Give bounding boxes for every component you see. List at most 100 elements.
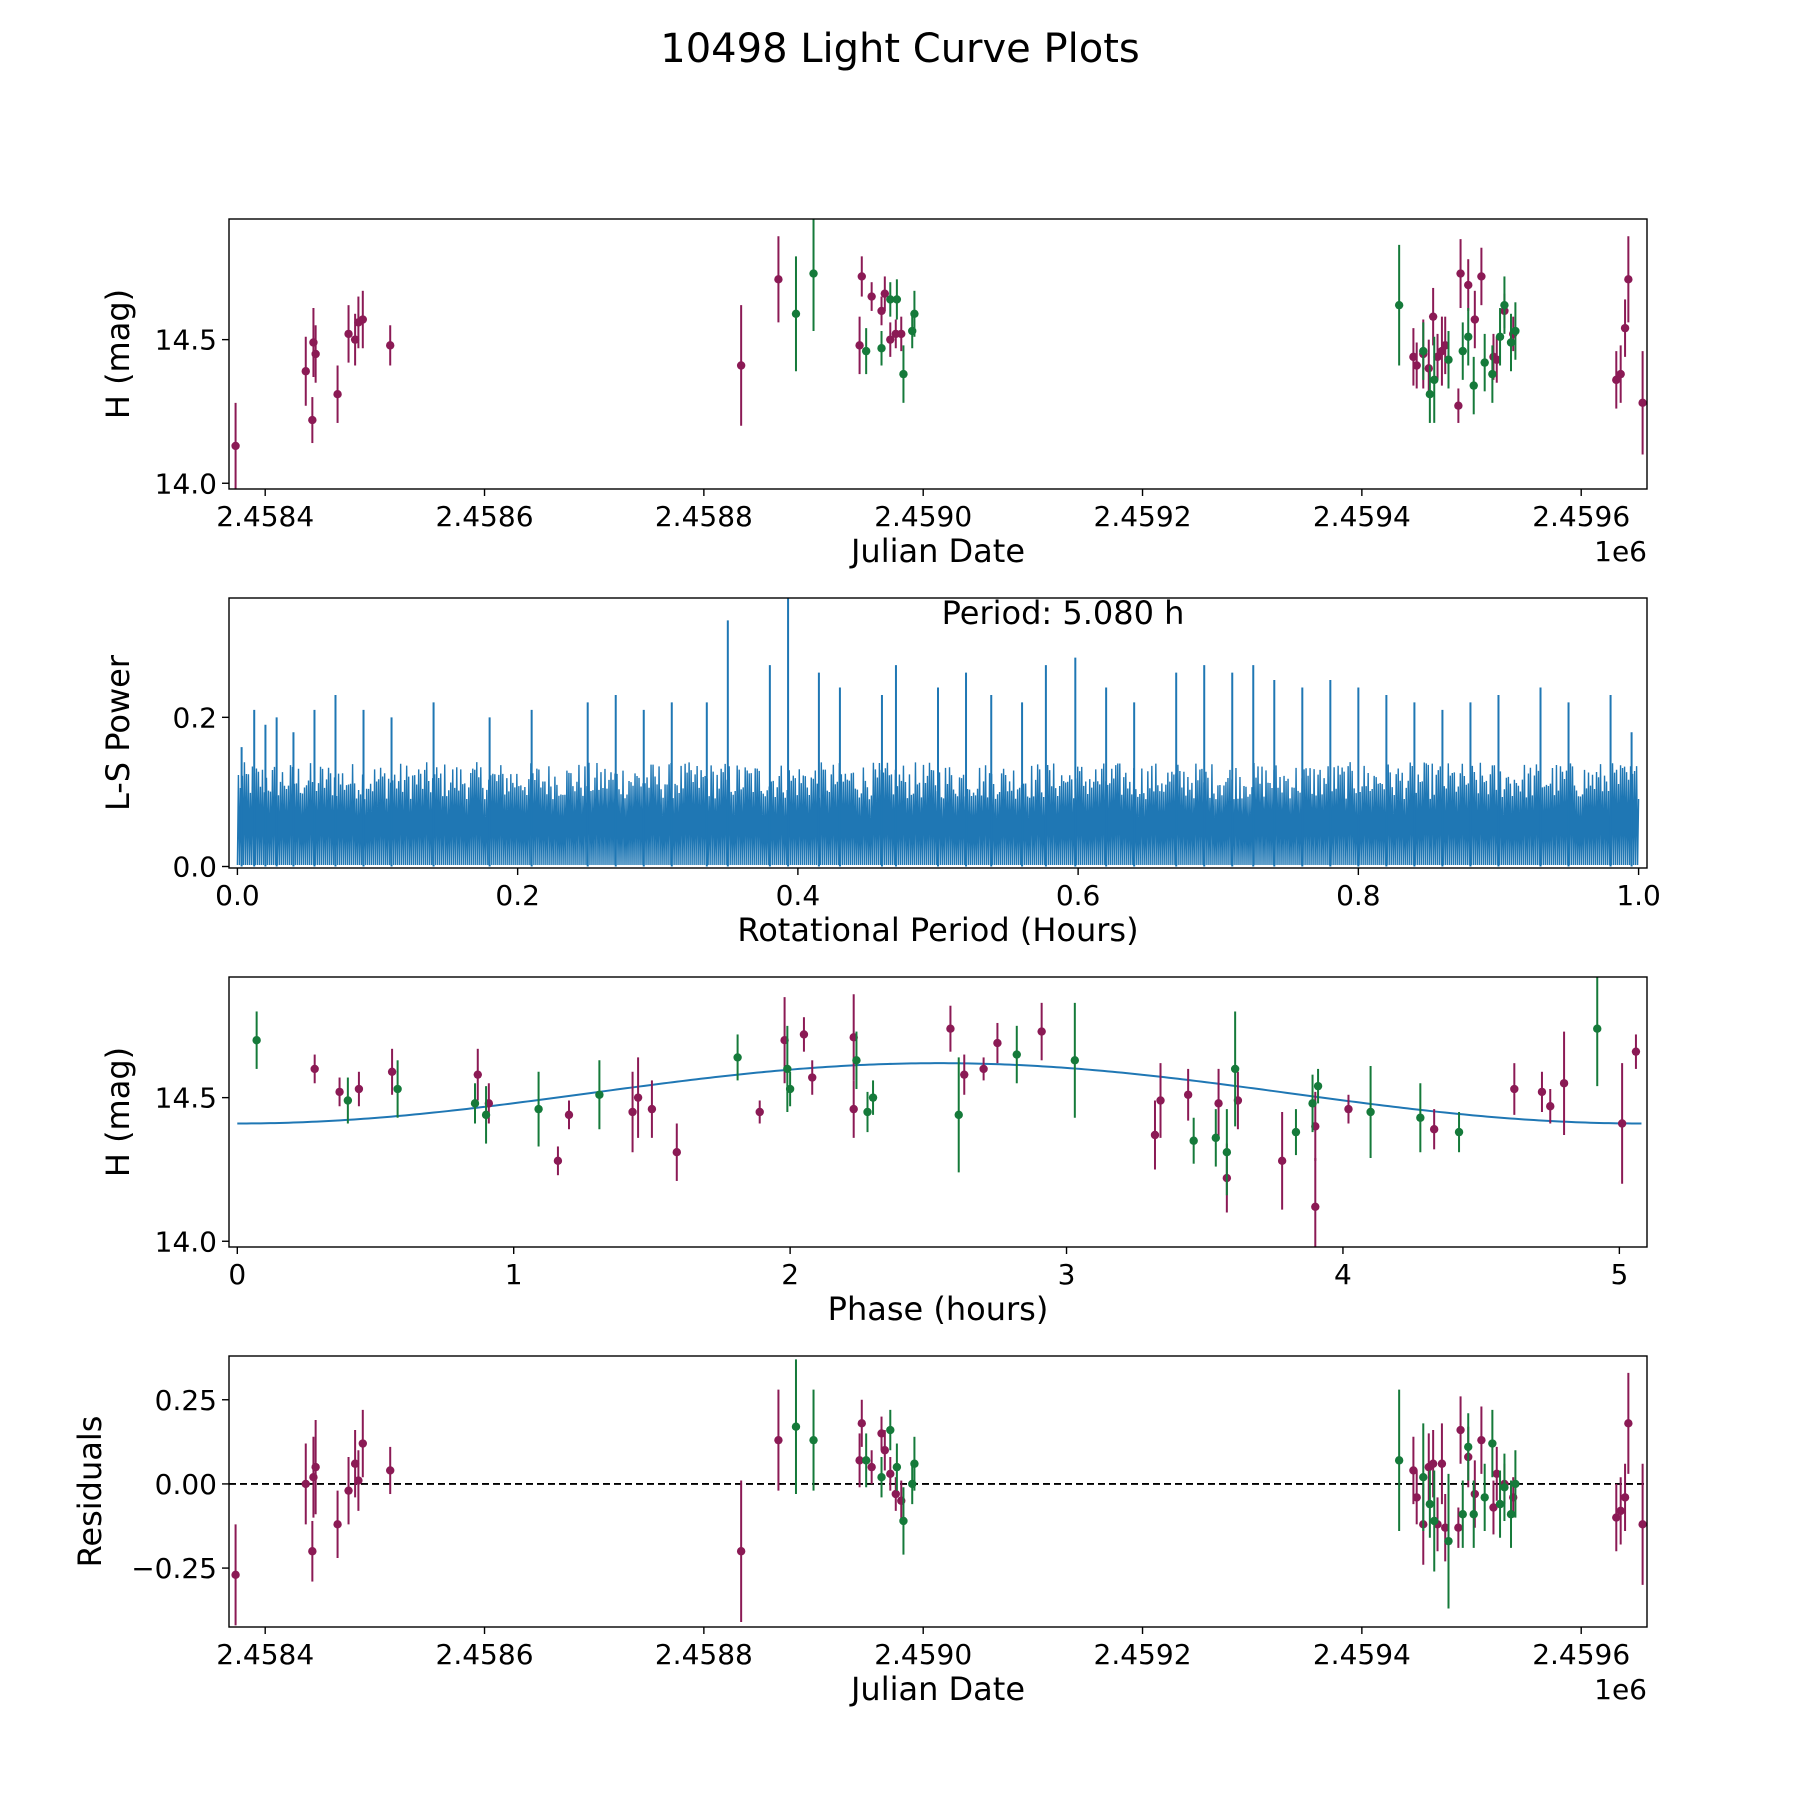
data-point [1495,332,1505,341]
data-point [897,329,906,339]
data-point [1500,300,1509,310]
data-point [774,275,783,284]
x-tick-label: 0 [228,1258,246,1291]
x-tick-label: 2.4590 [874,500,972,533]
data-point [1489,1503,1498,1512]
data-point [946,1024,955,1033]
periodogram-panel: Period: 5.080 h 0.0 0.2 0.4 0.6 0.8 1.0 0.0 0.2 R… [99,594,1661,949]
data-point [481,1110,491,1120]
data-point [733,1053,742,1062]
x-tick-label: 2.4584 [216,1638,314,1671]
period-annotation: Period: 5.080 h [942,594,1185,632]
data-point [880,289,890,298]
data-point [1308,1099,1317,1108]
data-point [564,1110,574,1120]
residuals-plot-area [229,1359,1647,1626]
data-point [1409,352,1418,362]
data-point [311,1462,320,1472]
data-point [343,1096,353,1105]
data-point [736,361,746,370]
data-point [1156,1096,1165,1105]
data-point [628,1107,637,1117]
x-axis-label: Julian Date [849,532,1025,570]
data-point [1454,1523,1463,1532]
data-point [1183,1090,1193,1099]
data-point [736,1547,746,1556]
data-point [1612,1513,1621,1522]
y-axis-label: H (mag) [99,1047,137,1177]
data-point [1469,1510,1478,1519]
data-point [386,341,395,350]
data-point [1313,1081,1323,1091]
data-point [960,1070,969,1079]
data-point [877,1472,886,1482]
x-tick-label: 2.4586 [436,500,534,533]
data-point [1214,1099,1223,1108]
data-point [301,1479,310,1489]
data-point [1624,275,1633,284]
data-point [1419,1472,1428,1482]
data-point [774,1435,783,1445]
data-point [1277,1156,1287,1166]
data-point [1559,1079,1569,1088]
data-point [1500,1483,1509,1492]
data-point [1492,1469,1501,1479]
data-point [1425,1499,1435,1509]
data-point [553,1156,563,1166]
data-point [1311,1202,1320,1211]
data-point [892,1462,902,1472]
y-tick-label: 14.5 [155,1082,217,1115]
data-point [386,1466,395,1475]
data-point [393,1084,402,1094]
data-point [647,1104,657,1114]
data-point [1394,300,1404,310]
x-tick-label: 1.0 [1616,879,1661,912]
data-point [344,1486,353,1495]
x-tick-label: 3 [1058,1258,1076,1291]
data-point [1070,1056,1080,1065]
data-point [387,1067,397,1076]
data-point [857,272,866,281]
data-point [252,1035,261,1045]
x-tick-label: 2.4586 [436,1638,534,1671]
data-point [1616,369,1625,379]
data-point [1412,361,1421,370]
residuals-panel: 2.4584 2.4586 2.4588 2.4590 2.4592 2.4594 2.45… [71,1355,1648,1708]
data-point [1612,375,1621,385]
x-tick-label: 5 [1610,1258,1628,1291]
figure-title: 10498 Light Curve Plots [660,26,1140,72]
data-point [867,292,876,301]
data-point [310,1064,319,1074]
data-point [808,1073,817,1082]
data-point [877,306,886,316]
data-point [1469,381,1478,390]
lightcurve-frame [228,218,1648,490]
y-axis-label: L-S Power [99,654,137,811]
data-point [301,367,310,376]
data-point [910,1459,919,1468]
data-point [1624,1419,1633,1428]
data-point [1222,1148,1232,1157]
x-tick-label: 0.4 [776,879,821,912]
x-tick-label: 2.4590 [874,1638,972,1671]
data-point [1537,1087,1547,1097]
data-point [333,1520,342,1529]
data-point [1464,332,1473,341]
data-point [1444,355,1453,364]
data-point [1211,1133,1220,1143]
x-tick-label: 0.8 [1336,879,1381,912]
data-point [1037,1027,1046,1036]
data-point [979,1064,988,1074]
data-point [1617,1119,1627,1128]
data-point [231,1570,240,1580]
data-point [1189,1136,1198,1145]
phase-panel: 0 1 2 3 4 5 14.0 14.5 Phase (hours) H (mag) [99,976,1648,1328]
data-point [868,1093,878,1102]
data-point [799,1030,809,1039]
data-point [633,1093,643,1102]
data-point [1419,346,1428,356]
data-point [350,335,360,344]
phase-plot-area [237,977,1642,1247]
data-point [785,1084,795,1094]
x-axis-label: Rotational Period (Hours) [737,911,1138,949]
